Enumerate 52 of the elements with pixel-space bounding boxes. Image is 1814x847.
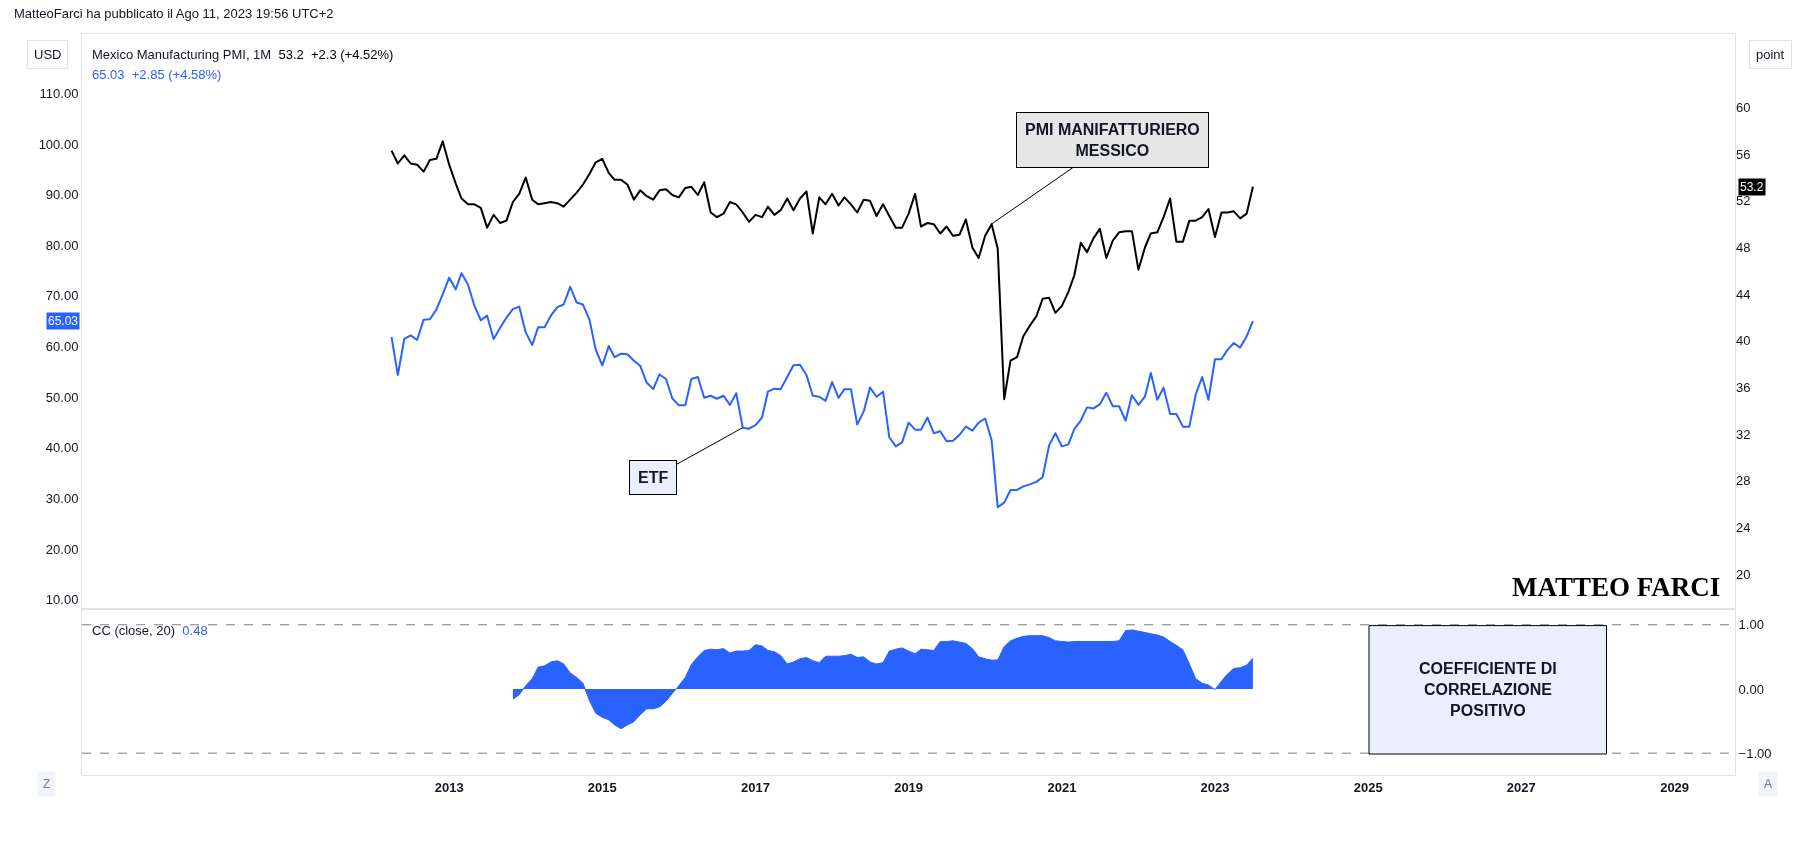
- y-axis-title: USD: [34, 47, 62, 62]
- y2-tick-label: 48: [1736, 240, 1751, 256]
- y-tick-label: 110.00: [39, 85, 79, 101]
- x-tick-label: 2017: [741, 779, 770, 795]
- y-tick-label: 60.00: [45, 339, 79, 355]
- y-tick-label: 50.00: [45, 389, 79, 405]
- y-tick-label: 0.00: [1738, 681, 1764, 697]
- y-tick-label: 100.00: [38, 136, 79, 152]
- y2-tick-label: 28: [1736, 473, 1751, 489]
- y-tick-label: 10.00: [45, 592, 79, 608]
- y2-tick-label: 52: [1736, 193, 1751, 209]
- x-tick-label: 2025: [1353, 779, 1383, 795]
- annotation: MATTEO FARCI: [1512, 572, 1721, 602]
- text: 65.03: [48, 314, 79, 328]
- y2-axis-title: point: [1756, 47, 1785, 62]
- annotation: 53.2 +2.3 (+4.52%): [278, 47, 394, 62]
- text: Mexico Manufacturing PMI, 1M: [92, 47, 272, 62]
- y-tick-label: 90.00: [45, 187, 79, 203]
- y-tick-label: 1.00: [1738, 617, 1764, 633]
- y-tick-label: −1.00: [1738, 745, 1772, 761]
- line-series: [390, 140, 1254, 401]
- text: CC (close, 20): [92, 623, 176, 638]
- y-tick-label: 20.00: [45, 541, 79, 557]
- y2-tick-label: 56: [1736, 146, 1751, 162]
- x-tick-label: 2029: [1660, 779, 1690, 795]
- line-series: [390, 272, 1254, 509]
- x-tick-label: 2021: [1047, 779, 1077, 795]
- y-tick-label: 70.00: [45, 288, 79, 304]
- y2-tick-label: 36: [1736, 380, 1751, 396]
- annotation: 0.48: [182, 623, 208, 638]
- y-tick-label: 30.00: [45, 491, 79, 507]
- y2-tick-label: 32: [1736, 426, 1751, 442]
- annotation: PMI MANIFATTURIERO MESSICO: [1025, 121, 1200, 159]
- x-tick-label: 2015: [587, 779, 617, 795]
- x-tick-label: 2013: [434, 779, 464, 795]
- text: Z: [43, 777, 51, 791]
- y-tick-label: 40.00: [45, 440, 79, 456]
- annotation: ETF: [638, 469, 669, 486]
- y2-tick-label: 60: [1736, 100, 1751, 116]
- text: MatteoFarci ha pubblicato il Ago 11, 2023 19:56 UTC+2: [14, 6, 334, 21]
- text: A: [1764, 777, 1773, 791]
- y-tick-label: 80.00: [45, 237, 79, 253]
- y2-tick-label: 40: [1736, 333, 1751, 349]
- x-tick-label: 2027: [1506, 779, 1536, 795]
- y2-tick-label: 24: [1736, 520, 1751, 536]
- text: 53.2: [1740, 180, 1764, 194]
- x-tick-label: 2019: [894, 779, 924, 795]
- x-tick-label: 2023: [1200, 779, 1230, 795]
- annotation: COEFFICIENTE DI CORRELAZIONE POSITIVO: [1419, 660, 1557, 719]
- y2-tick-label: 20: [1736, 566, 1751, 582]
- y2-tick-label: 44: [1736, 286, 1751, 302]
- annotation: 65.03 +2.85 (+4.58%): [92, 67, 222, 82]
